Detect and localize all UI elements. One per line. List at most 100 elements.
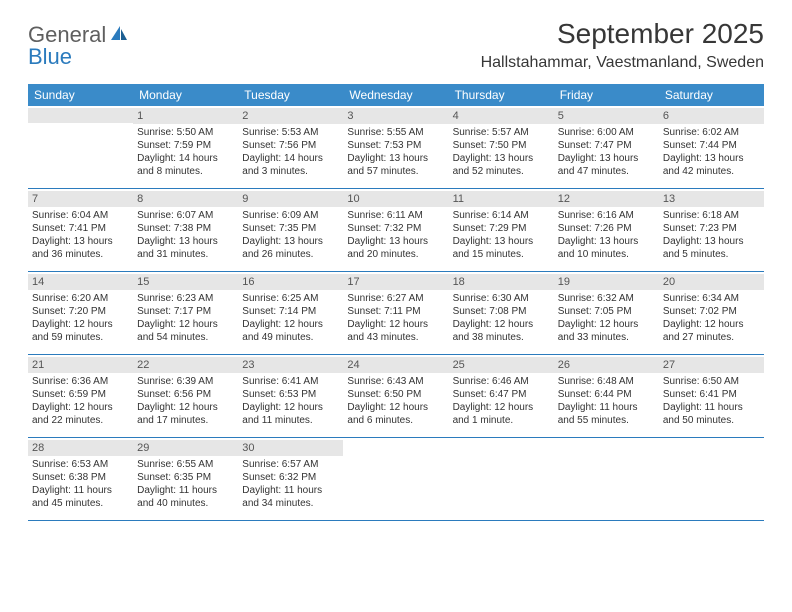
week-row: 14Sunrise: 6:20 AMSunset: 7:20 PMDayligh… (28, 272, 764, 355)
daylight-line: and 8 minutes. (137, 165, 234, 178)
daylight-line: and 55 minutes. (558, 414, 655, 427)
day-cell: 18Sunrise: 6:30 AMSunset: 7:08 PMDayligh… (449, 272, 554, 354)
weekday-tuesday: Tuesday (238, 84, 343, 106)
day-number: 22 (133, 357, 238, 373)
sunset-line: Sunset: 6:35 PM (137, 471, 234, 484)
sunrise-line: Sunrise: 6:36 AM (32, 375, 129, 388)
sunrise-line: Sunrise: 6:32 AM (558, 292, 655, 305)
day-number: 14 (28, 274, 133, 290)
day-cell: 9Sunrise: 6:09 AMSunset: 7:35 PMDaylight… (238, 189, 343, 271)
sunrise-line: Sunrise: 6:50 AM (663, 375, 760, 388)
sunset-line: Sunset: 7:17 PM (137, 305, 234, 318)
day-cell (449, 438, 554, 520)
day-cell: 6Sunrise: 6:02 AMSunset: 7:44 PMDaylight… (659, 106, 764, 188)
daylight-line: Daylight: 13 hours (663, 152, 760, 165)
daylight-line: Daylight: 12 hours (453, 318, 550, 331)
sunset-line: Sunset: 7:47 PM (558, 139, 655, 152)
sunset-line: Sunset: 7:44 PM (663, 139, 760, 152)
day-cell: 22Sunrise: 6:39 AMSunset: 6:56 PMDayligh… (133, 355, 238, 437)
day-cell: 19Sunrise: 6:32 AMSunset: 7:05 PMDayligh… (554, 272, 659, 354)
daylight-line: Daylight: 12 hours (347, 318, 444, 331)
day-number: 4 (449, 108, 554, 124)
day-number: 5 (554, 108, 659, 124)
sunset-line: Sunset: 7:50 PM (453, 139, 550, 152)
daylight-line: Daylight: 13 hours (347, 152, 444, 165)
daylight-line: and 57 minutes. (347, 165, 444, 178)
daylight-line: and 36 minutes. (32, 248, 129, 261)
weeks-container: 1Sunrise: 5:50 AMSunset: 7:59 PMDaylight… (28, 106, 764, 521)
day-number: 17 (343, 274, 448, 290)
sunset-line: Sunset: 6:53 PM (242, 388, 339, 401)
weekday-wednesday: Wednesday (343, 84, 448, 106)
day-cell: 21Sunrise: 6:36 AMSunset: 6:59 PMDayligh… (28, 355, 133, 437)
day-number: 29 (133, 440, 238, 456)
sunrise-line: Sunrise: 6:34 AM (663, 292, 760, 305)
sunrise-line: Sunrise: 6:11 AM (347, 209, 444, 222)
daylight-line: and 52 minutes. (453, 165, 550, 178)
sunset-line: Sunset: 6:50 PM (347, 388, 444, 401)
sunset-line: Sunset: 7:56 PM (242, 139, 339, 152)
daylight-line: and 15 minutes. (453, 248, 550, 261)
daylight-line: Daylight: 13 hours (347, 235, 444, 248)
day-cell: 4Sunrise: 5:57 AMSunset: 7:50 PMDaylight… (449, 106, 554, 188)
sunset-line: Sunset: 6:41 PM (663, 388, 760, 401)
daylight-line: Daylight: 13 hours (242, 235, 339, 248)
daylight-line: and 38 minutes. (453, 331, 550, 344)
sunrise-line: Sunrise: 6:39 AM (137, 375, 234, 388)
sunset-line: Sunset: 7:14 PM (242, 305, 339, 318)
daylight-line: Daylight: 11 hours (558, 401, 655, 414)
sunset-line: Sunset: 7:23 PM (663, 222, 760, 235)
page-header: General September 2025 Hallstahammar, Va… (28, 18, 764, 72)
daylight-line: and 42 minutes. (663, 165, 760, 178)
sunrise-line: Sunrise: 6:27 AM (347, 292, 444, 305)
day-number: 18 (449, 274, 554, 290)
day-number: 9 (238, 191, 343, 207)
weekday-thursday: Thursday (449, 84, 554, 106)
daylight-line: Daylight: 14 hours (242, 152, 339, 165)
sunrise-line: Sunrise: 6:57 AM (242, 458, 339, 471)
daylight-line: Daylight: 12 hours (558, 318, 655, 331)
daylight-line: Daylight: 13 hours (453, 152, 550, 165)
day-cell (343, 438, 448, 520)
daylight-line: Daylight: 13 hours (453, 235, 550, 248)
day-number: 2 (238, 108, 343, 124)
day-number: 8 (133, 191, 238, 207)
day-cell: 5Sunrise: 6:00 AMSunset: 7:47 PMDaylight… (554, 106, 659, 188)
sunrise-line: Sunrise: 6:23 AM (137, 292, 234, 305)
daylight-line: and 54 minutes. (137, 331, 234, 344)
daylight-line: and 49 minutes. (242, 331, 339, 344)
daylight-line: and 17 minutes. (137, 414, 234, 427)
weekday-monday: Monday (133, 84, 238, 106)
daylight-line: Daylight: 14 hours (137, 152, 234, 165)
sunrise-line: Sunrise: 6:14 AM (453, 209, 550, 222)
sunset-line: Sunset: 6:47 PM (453, 388, 550, 401)
daylight-line: Daylight: 12 hours (347, 401, 444, 414)
day-cell: 16Sunrise: 6:25 AMSunset: 7:14 PMDayligh… (238, 272, 343, 354)
day-number: 28 (28, 440, 133, 456)
day-cell: 26Sunrise: 6:48 AMSunset: 6:44 PMDayligh… (554, 355, 659, 437)
day-number: 6 (659, 108, 764, 124)
daylight-line: Daylight: 11 hours (663, 401, 760, 414)
sunrise-line: Sunrise: 6:30 AM (453, 292, 550, 305)
day-cell: 23Sunrise: 6:41 AMSunset: 6:53 PMDayligh… (238, 355, 343, 437)
daylight-line: Daylight: 13 hours (137, 235, 234, 248)
sunset-line: Sunset: 7:59 PM (137, 139, 234, 152)
day-number: 24 (343, 357, 448, 373)
day-number: 21 (28, 357, 133, 373)
daylight-line: and 6 minutes. (347, 414, 444, 427)
day-cell (28, 106, 133, 188)
day-cell: 10Sunrise: 6:11 AMSunset: 7:32 PMDayligh… (343, 189, 448, 271)
sunrise-line: Sunrise: 6:25 AM (242, 292, 339, 305)
daylight-line: Daylight: 11 hours (242, 484, 339, 497)
sunrise-line: Sunrise: 6:43 AM (347, 375, 444, 388)
sunrise-line: Sunrise: 6:41 AM (242, 375, 339, 388)
sunset-line: Sunset: 6:44 PM (558, 388, 655, 401)
daylight-line: and 34 minutes. (242, 497, 339, 510)
day-cell: 30Sunrise: 6:57 AMSunset: 6:32 PMDayligh… (238, 438, 343, 520)
daylight-line: and 20 minutes. (347, 248, 444, 261)
daylight-line: Daylight: 12 hours (32, 401, 129, 414)
logo-text-blue: Blue (28, 44, 72, 70)
week-row: 28Sunrise: 6:53 AMSunset: 6:38 PMDayligh… (28, 438, 764, 521)
sunrise-line: Sunrise: 5:55 AM (347, 126, 444, 139)
day-cell: 3Sunrise: 5:55 AMSunset: 7:53 PMDaylight… (343, 106, 448, 188)
